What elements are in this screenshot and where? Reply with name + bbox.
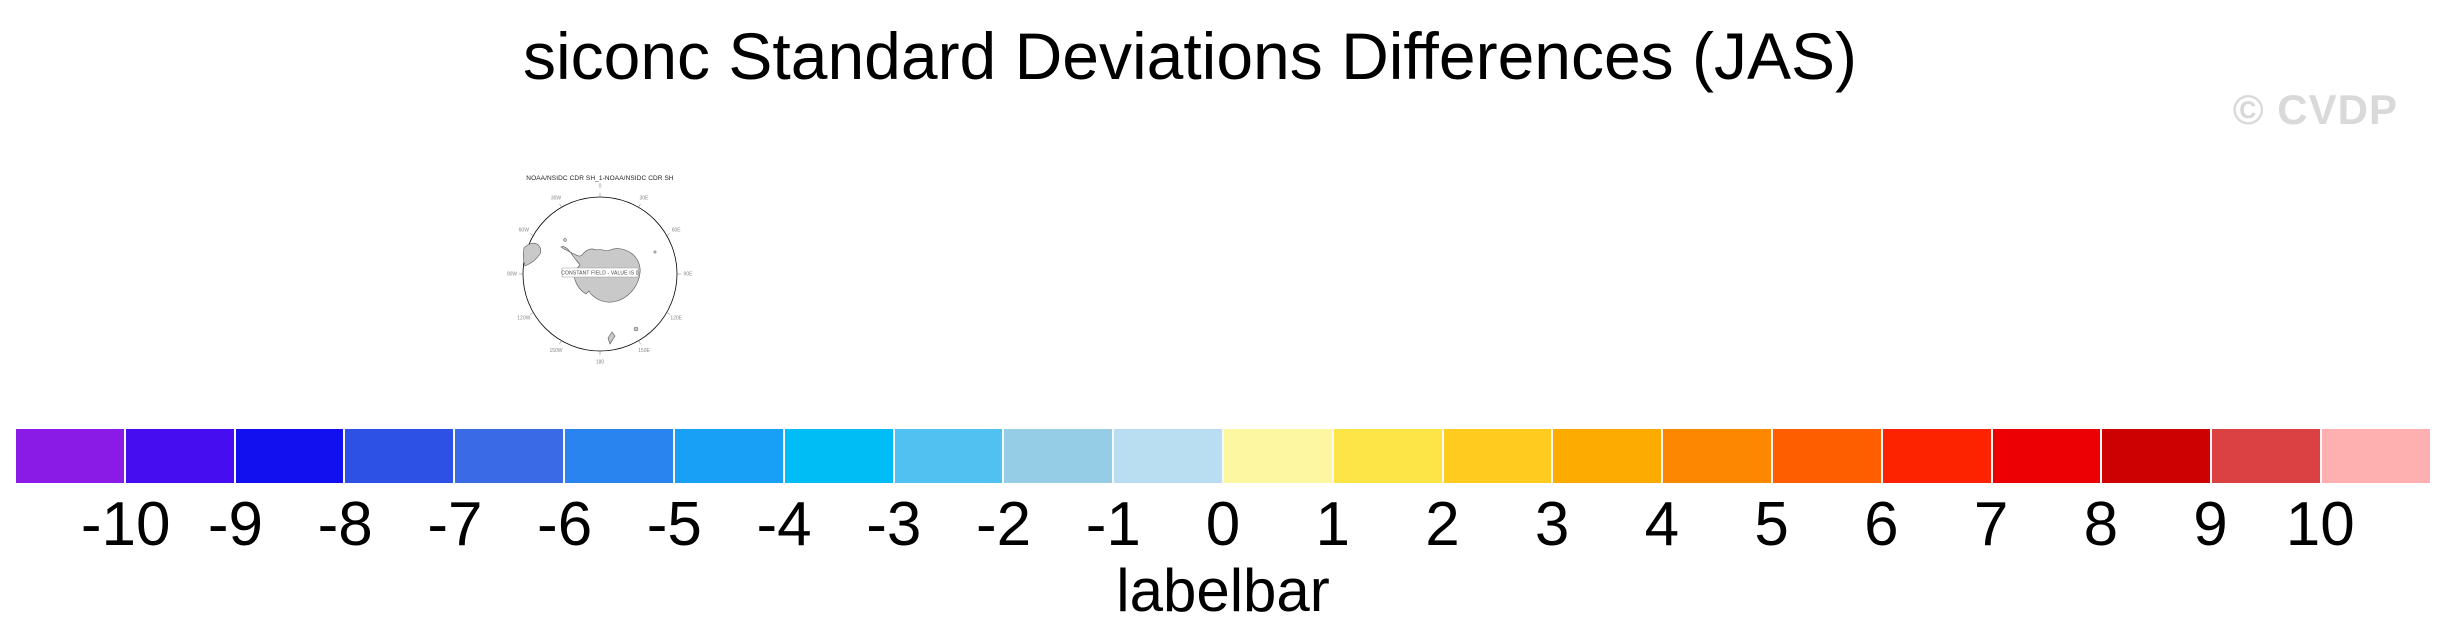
labelbar-tick-label: -8 (317, 490, 373, 559)
longitude-tick (638, 340, 641, 345)
labelbar-tick-label: -2 (975, 490, 1032, 559)
labelbar-color-box (1773, 429, 1883, 483)
longitude-tick (666, 312, 671, 315)
longitude-tick (638, 203, 641, 208)
labelbar-color-box (1992, 429, 2103, 483)
small-island (653, 250, 657, 254)
small-island (563, 238, 567, 242)
labelbar-tick-label: 2 (1425, 490, 1460, 559)
labelbar-color-box (1004, 429, 1115, 483)
small-island (633, 326, 639, 332)
new-zealand-island (607, 331, 616, 345)
labelbar-tick-label: -1 (1085, 490, 1141, 559)
longitude-label: 120W (517, 316, 530, 322)
labelbar: -10 -9 -8 -7 -6 -5 -4 -3 -2 -1 0 1 2 3 4 5 6 7 8 9 10 labelb… (16, 429, 2430, 624)
labelbar-color-box (455, 429, 566, 483)
labelbar-tick-label: 1 (1315, 490, 1350, 559)
longitude-label: 30E (640, 196, 650, 202)
south-polar-map: 0 30E 60E 90E 120E 150E 180 150W 120W 90W 60W 30W C… (507, 184, 693, 366)
labelbar-color-box (345, 429, 456, 483)
longitude-label: 150W (549, 348, 562, 354)
page-title: siconc Standard Deviations Differences (… (522, 19, 1858, 93)
south-america-tip (523, 242, 542, 267)
longitude-tick (666, 233, 671, 236)
labelbar-color-box (2322, 429, 2430, 483)
longitude-label: 180 (596, 360, 605, 366)
longitude-tick (559, 203, 562, 208)
labelbar-tick-label: -4 (756, 490, 812, 559)
labelbar-tick-label: 9 (2193, 490, 2228, 559)
labelbar-color-box (1223, 429, 1334, 483)
longitude-label: 120E (670, 316, 682, 322)
labelbar-tick-labels: -10 -9 -8 -7 -6 -5 -4 -3 -2 -1 0 1 2 3 4 5 6 7 8 9 10 (16, 483, 2430, 561)
labelbar-color-box (1882, 429, 1993, 483)
labelbar-color-box (16, 429, 126, 483)
longitude-labels: 0 30E 60E 90E 120E 150E 180 150W 120W 90W 60W 30W (507, 184, 693, 366)
labelbar-tick-label: 5 (1754, 490, 1789, 559)
labelbar-tick-label: 8 (2083, 490, 2119, 559)
longitude-label: 90E (684, 272, 694, 278)
labelbar-color-box (235, 429, 346, 483)
labelbar-tick-label: -5 (646, 490, 702, 559)
labelbar-color-box (125, 429, 236, 483)
labelbar-boxes (16, 429, 2430, 483)
labelbar-tick-label: 6 (1864, 490, 1899, 559)
labelbar-tick-label: 7 (1973, 490, 2009, 559)
labelbar-tick-label: 3 (1534, 490, 1570, 559)
longitude-tick (559, 340, 562, 345)
labelbar-tick-label: -3 (866, 490, 922, 559)
longitude-label: 0 (599, 184, 602, 190)
labelbar-tick-label: -10 (80, 490, 171, 559)
labelbar-tick-label: 0 (1205, 490, 1241, 559)
labelbar-color-box (1443, 429, 1554, 483)
constant-field-box: CONSTANT FIELD - VALUE IS 0 (561, 267, 639, 278)
labelbar-tick-label: -9 (207, 490, 264, 559)
labelbar-color-box (1114, 429, 1224, 483)
cvdp-watermark: © CVDP (2232, 86, 2398, 133)
longitude-tick (529, 312, 534, 315)
labelbar-color-box (894, 429, 1005, 483)
labelbar-tick-label: -6 (537, 490, 593, 559)
labelbar-tick-label: 4 (1644, 490, 1680, 559)
labelbar-color-box (784, 429, 895, 483)
longitude-label: 150E (638, 348, 650, 354)
longitude-tick (529, 233, 534, 236)
longitude-label: 30W (551, 196, 562, 202)
polar-map-panel: NOAA/NSIDC CDR SH_1-NOAA/NSIDC CDR SH 0 3… (480, 158, 720, 398)
labelbar-tick-label: 10 (2285, 490, 2355, 559)
map-panel-title: NOAA/NSIDC CDR SH_1-NOAA/NSIDC CDR SH (526, 175, 674, 182)
labelbar-caption: labelbar (1116, 557, 1330, 624)
longitude-label: 60W (519, 228, 530, 234)
labelbar-color-box (1553, 429, 1664, 483)
labelbar-color-box (674, 429, 785, 483)
labelbar-color-box (1663, 429, 1773, 483)
labelbar-color-box (2102, 429, 2213, 483)
labelbar-color-box (565, 429, 675, 483)
constant-field-label: CONSTANT FIELD - VALUE IS 0 (561, 271, 638, 277)
labelbar-color-box (1333, 429, 1444, 483)
longitude-label: 90W (507, 272, 518, 278)
labelbar-color-box (2212, 429, 2323, 483)
labelbar-tick-label: -7 (427, 490, 483, 559)
longitude-label: 60E (672, 228, 682, 234)
